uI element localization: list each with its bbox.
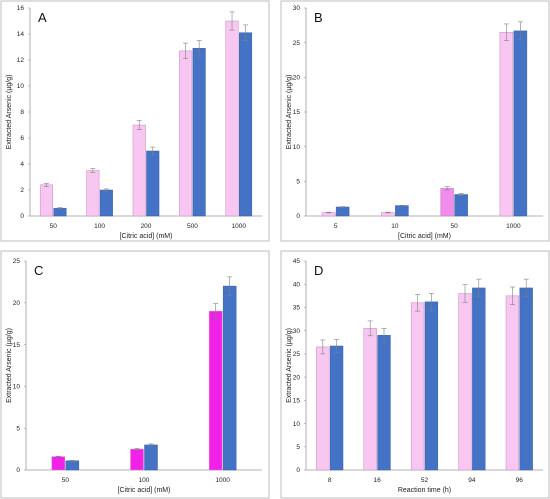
panel-b-ytick-label-5: 25 <box>293 40 301 47</box>
panel-d-ytick-label-1: 5 <box>296 444 300 451</box>
panel-d-ytick-label-5: 25 <box>293 351 301 358</box>
panel-d-xtick-label-2: 52 <box>421 477 429 484</box>
panel-d-xtick-label-3: 94 <box>468 477 476 484</box>
panel-d-ytick-label-2: 10 <box>293 421 301 428</box>
panel-a-bar-s1-0 <box>53 207 67 217</box>
panel-b-bar-s1-0 <box>335 206 350 217</box>
panel-a-xtick-label-1: 100 <box>94 223 105 230</box>
panel-c-ytick-label-5: 25 <box>13 258 21 265</box>
panel-c-bar-s0-1 <box>130 448 144 471</box>
panel-a-ytick-label-4: 8 <box>20 109 24 116</box>
panel-a-bar-s1-1 <box>99 189 113 217</box>
panel-c: 0 5 10 15 20 25 50 100 1000 [Citric acid] (mM) Ext… <box>0 250 270 499</box>
panel-b-xtick-label-3: 1000 <box>506 223 521 230</box>
panel-a-bar-s0-1 <box>86 170 100 217</box>
panel-d-ytick-label-9: 45 <box>293 258 301 265</box>
panel-d-xtick-label-0: 8 <box>328 477 332 484</box>
panel-c-letter: C <box>34 263 43 278</box>
panel-b-bar-s1-3 <box>513 30 528 217</box>
panel-a-bar-s1-4 <box>239 32 253 217</box>
panel-b-xtick-label-2: 50 <box>451 223 459 230</box>
panel-c-bar-s1-0 <box>65 460 80 471</box>
panel-a-y-axis-label: Extracted Arsenic (µg/g) <box>6 75 13 150</box>
panel-a: 0 2 4 6 8 10 12 14 16 50 100 200 500 1000 [Citric acid… <box>0 0 270 242</box>
panel-a-ytick-label-5: 10 <box>17 83 25 90</box>
panel-d-xtick-label-4: 96 <box>516 477 524 484</box>
panel-c-ytick-label-1: 5 <box>16 425 20 432</box>
panel-a-bar-s0-0 <box>39 184 53 217</box>
panel-d-bar-s0-0 <box>316 346 330 471</box>
panel-b-ytick-label-3: 15 <box>293 109 301 116</box>
panel-a-x-axis-label: [Citric acid] (mM) <box>120 233 173 240</box>
panel-a-ytick-label-0: 0 <box>20 213 24 220</box>
panel-d-ytick-label-8: 40 <box>293 281 301 288</box>
panel-d-ytick-label-3: 15 <box>293 398 301 405</box>
panel-d-bar-s1-2 <box>424 301 439 471</box>
panel-b-ytick-label-4: 20 <box>293 75 301 82</box>
panel-b-ytick-label-1: 5 <box>296 179 300 186</box>
panel-a-bar-s1-2 <box>146 150 160 217</box>
panel-a-letter: A <box>38 10 47 25</box>
panel-b-bar-s0-3 <box>499 32 514 217</box>
panel-d-bar-s1-3 <box>472 287 486 471</box>
panel-d-ytick-label-0: 0 <box>296 467 300 474</box>
panel-a-bar-s0-2 <box>132 124 146 217</box>
panel-c-ytick-label-0: 0 <box>16 467 20 474</box>
panel-d-bar-s0-3 <box>458 293 472 471</box>
panel-d-y-axis-label: Extracted Arsenic (µg/g) <box>286 328 293 403</box>
panel-b-xtick-label-1: 10 <box>391 223 399 230</box>
panel-c-xtick-label-1: 100 <box>139 477 150 484</box>
panel-d-bar-s1-1 <box>377 335 391 471</box>
panel-c-xtick-label-0: 50 <box>62 477 70 484</box>
panel-b-ytick-label-2: 10 <box>293 144 301 151</box>
panel-d-xtick-label-1: 16 <box>373 477 381 484</box>
panel-c-bar-s0-2 <box>208 310 223 471</box>
panel-d: 0 5 10 15 20 25 30 35 40 45 8 16 52 94 96 Reaction time… <box>280 250 550 499</box>
panel-a-bar-s0-4 <box>225 20 239 217</box>
panel-a-ytick-label-6: 12 <box>17 57 25 64</box>
panel-a-xtick-label-2: 200 <box>141 223 152 230</box>
panel-a-ytick-label-7: 14 <box>17 31 25 38</box>
panel-b-x-axis-label: [Citric acid] (mM) <box>398 233 451 240</box>
panel-d-ytick-label-6: 30 <box>293 328 301 335</box>
panel-b-y-axis-label: Extracted Arsenic (µg/g) <box>286 75 293 150</box>
panel-d-bar-s0-4 <box>505 295 520 471</box>
panel-c-xtick-label-2: 1000 <box>215 477 230 484</box>
panel-c-y-axis-label: Extracted Arsenic (µg/g) <box>6 328 13 403</box>
panel-c-ytick-label-3: 15 <box>13 342 21 349</box>
panel-d-bar-s1-4 <box>519 287 533 471</box>
panel-c-bar-s0-0 <box>51 456 66 471</box>
panel-b-letter: B <box>314 10 323 25</box>
panel-c-bar-s1-1 <box>144 444 158 471</box>
panel-b-bar-s1-2 <box>454 194 468 217</box>
panel-a-ytick-label-3: 6 <box>20 135 24 142</box>
panel-a-xtick-label-3: 500 <box>187 223 198 230</box>
panel-b: 0 5 10 15 20 25 30 5 10 50 1000 [Citric acid] (mM) E… <box>280 0 550 242</box>
panel-a-xtick-label-0: 50 <box>50 223 58 230</box>
panel-a-ytick-label-2: 4 <box>20 161 24 168</box>
panel-a-xtick-label-4: 1000 <box>232 223 247 230</box>
panel-d-letter: D <box>314 263 323 278</box>
panel-d-bar-s0-1 <box>363 328 377 471</box>
panel-a-bar-s1-3 <box>192 48 206 217</box>
panel-d-bar-s0-2 <box>410 302 425 471</box>
panel-d-x-axis-label: Reaction time (h) <box>398 487 451 494</box>
panel-d-ytick-label-4: 20 <box>293 374 301 381</box>
panel-b-ytick-label-6: 30 <box>293 5 301 12</box>
panel-a-bar-s0-3 <box>179 50 193 217</box>
panel-b-xtick-label-0: 5 <box>334 223 338 230</box>
panel-c-bar-s1-2 <box>222 285 237 471</box>
panel-d-bar-s1-0 <box>329 345 344 471</box>
panel-b-bar-s1-1 <box>395 205 409 217</box>
panel-b-bar-s0-2 <box>440 188 454 217</box>
panel-d-ytick-label-7: 35 <box>293 305 301 312</box>
panel-c-ytick-label-4: 20 <box>13 300 21 307</box>
panel-a-ytick-label-1: 2 <box>20 187 24 194</box>
panel-c-ytick-label-2: 10 <box>13 384 21 391</box>
panel-a-ytick-label-8: 16 <box>17 5 25 12</box>
panel-c-x-axis-label: [Citric acid] (mM) <box>118 487 171 494</box>
panel-b-ytick-label-0: 0 <box>296 213 300 220</box>
